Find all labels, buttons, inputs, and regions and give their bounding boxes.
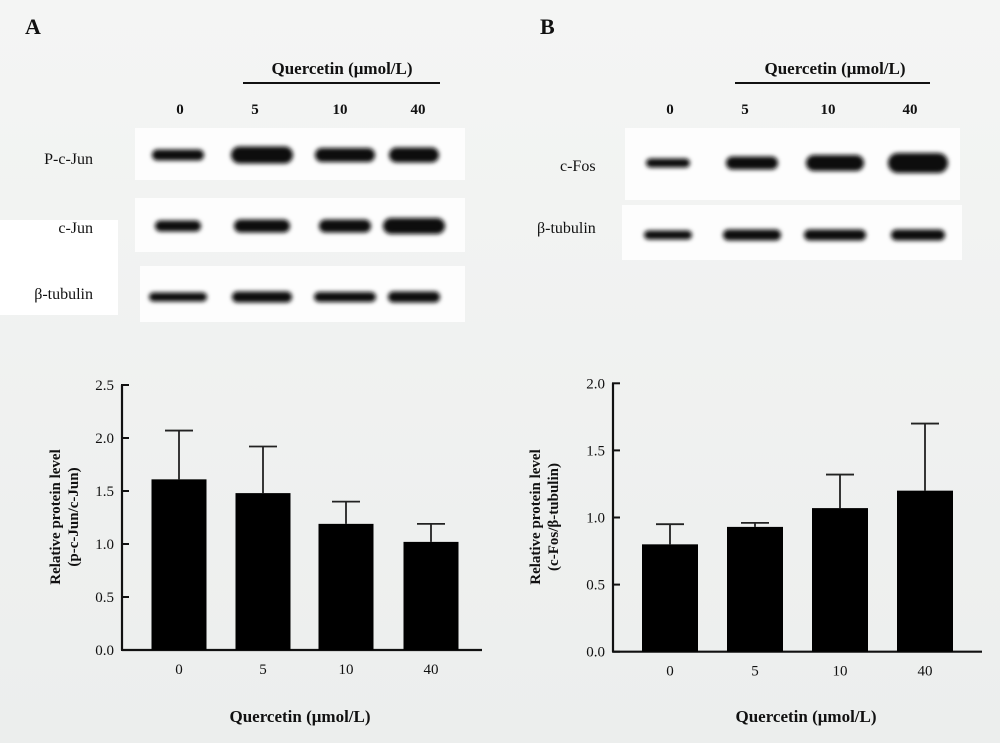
y-tick-label: 0.0 xyxy=(586,645,605,661)
y-axis-label-line2: (c-Fos/β-tubulin) xyxy=(546,463,562,571)
blot-band xyxy=(315,148,375,162)
x-tick-label: 40 xyxy=(424,662,439,678)
bar xyxy=(318,523,374,650)
x-tick-label: 10 xyxy=(339,662,354,678)
y-tick-label: 1.5 xyxy=(586,443,605,459)
treatment-header: Quercetin (μmol/L) xyxy=(271,59,412,78)
blot-band xyxy=(888,153,948,173)
x-axis-label: Quercetin (μmol/L) xyxy=(735,707,876,726)
panel-a: A Quercetin (μmol/L) 0 5 10 40 P-c-Jun c-Jun β-t… xyxy=(0,14,482,726)
lane-label: 10 xyxy=(333,102,348,118)
y-tick-label: 0.0 xyxy=(95,643,114,659)
bar xyxy=(727,526,783,652)
label-background xyxy=(0,220,118,315)
blot-row-label: P-c-Jun xyxy=(44,151,93,168)
blot-band xyxy=(891,229,945,241)
panel-letter: B xyxy=(540,14,555,39)
y-tick-label: 2.5 xyxy=(95,378,114,394)
bar xyxy=(151,479,207,650)
y-tick-label: 2.0 xyxy=(586,376,605,392)
x-tick-label: 10 xyxy=(833,664,848,680)
treatment-header: Quercetin (μmol/L) xyxy=(764,59,905,78)
lane-label: 40 xyxy=(411,102,426,118)
blot-band xyxy=(232,291,292,303)
blot-row-label: β-tubulin xyxy=(537,220,596,237)
x-axis-label: Quercetin (μmol/L) xyxy=(229,707,370,726)
lane-label: 40 xyxy=(903,102,918,118)
bar xyxy=(812,508,868,652)
blot-band xyxy=(389,147,439,163)
x-tick-label: 40 xyxy=(918,664,933,680)
blot-band xyxy=(314,292,376,302)
panel-b: B Quercetin (μmol/L) 0 5 10 40 c-Fos β-tubulin 0… xyxy=(528,14,982,726)
x-tick-label: 0 xyxy=(175,662,183,678)
blot-band xyxy=(149,292,207,302)
blot-band xyxy=(155,220,201,232)
bar-chart: 0.0 0.5 1.0 1.5 2.0 2.5 0 5 10 40 Relative protein… xyxy=(48,378,482,726)
blot-band xyxy=(806,155,864,171)
blot-band xyxy=(804,229,866,241)
blot-row-label: c-Jun xyxy=(58,220,93,237)
bar xyxy=(235,493,291,650)
blot-band xyxy=(231,146,293,164)
blot-band xyxy=(383,218,445,234)
blot-band xyxy=(319,219,371,233)
lane-label: 0 xyxy=(176,102,184,118)
blot-band xyxy=(723,229,781,241)
y-axis-label-line2: (p-c-Jun/c-Jun) xyxy=(66,467,82,566)
y-axis-label-line1: Relative protein level xyxy=(48,449,64,585)
bar xyxy=(897,490,953,652)
lane-label: 5 xyxy=(251,102,259,118)
lane-label: 5 xyxy=(741,102,749,118)
blot-row-label: β-tubulin xyxy=(34,286,93,303)
bar xyxy=(403,541,459,650)
bar-chart: 0.0 0.5 1.0 1.5 2.0 0 5 10 40 Relative protein le… xyxy=(528,376,982,726)
panel-letter: A xyxy=(25,14,41,39)
blot-band xyxy=(388,291,440,303)
y-tick-label: 2.0 xyxy=(95,431,114,447)
blot-band xyxy=(646,158,690,168)
blot-band xyxy=(234,219,290,233)
blot-band xyxy=(644,230,692,240)
y-tick-label: 0.5 xyxy=(95,590,114,606)
y-tick-label: 1.0 xyxy=(586,511,605,527)
lane-label: 10 xyxy=(821,102,836,118)
y-tick-label: 1.5 xyxy=(95,484,114,500)
x-tick-label: 5 xyxy=(259,662,267,678)
y-tick-label: 1.0 xyxy=(95,537,114,553)
blot-row-label: c-Fos xyxy=(560,158,596,175)
bar xyxy=(642,544,698,652)
y-axis-label-line1: Relative protein level xyxy=(528,449,544,585)
blot-band xyxy=(726,156,778,170)
blot-band xyxy=(152,149,204,161)
lane-label: 0 xyxy=(666,102,674,118)
x-tick-label: 5 xyxy=(751,664,759,680)
x-tick-label: 0 xyxy=(666,664,674,680)
y-tick-label: 0.5 xyxy=(586,578,605,594)
